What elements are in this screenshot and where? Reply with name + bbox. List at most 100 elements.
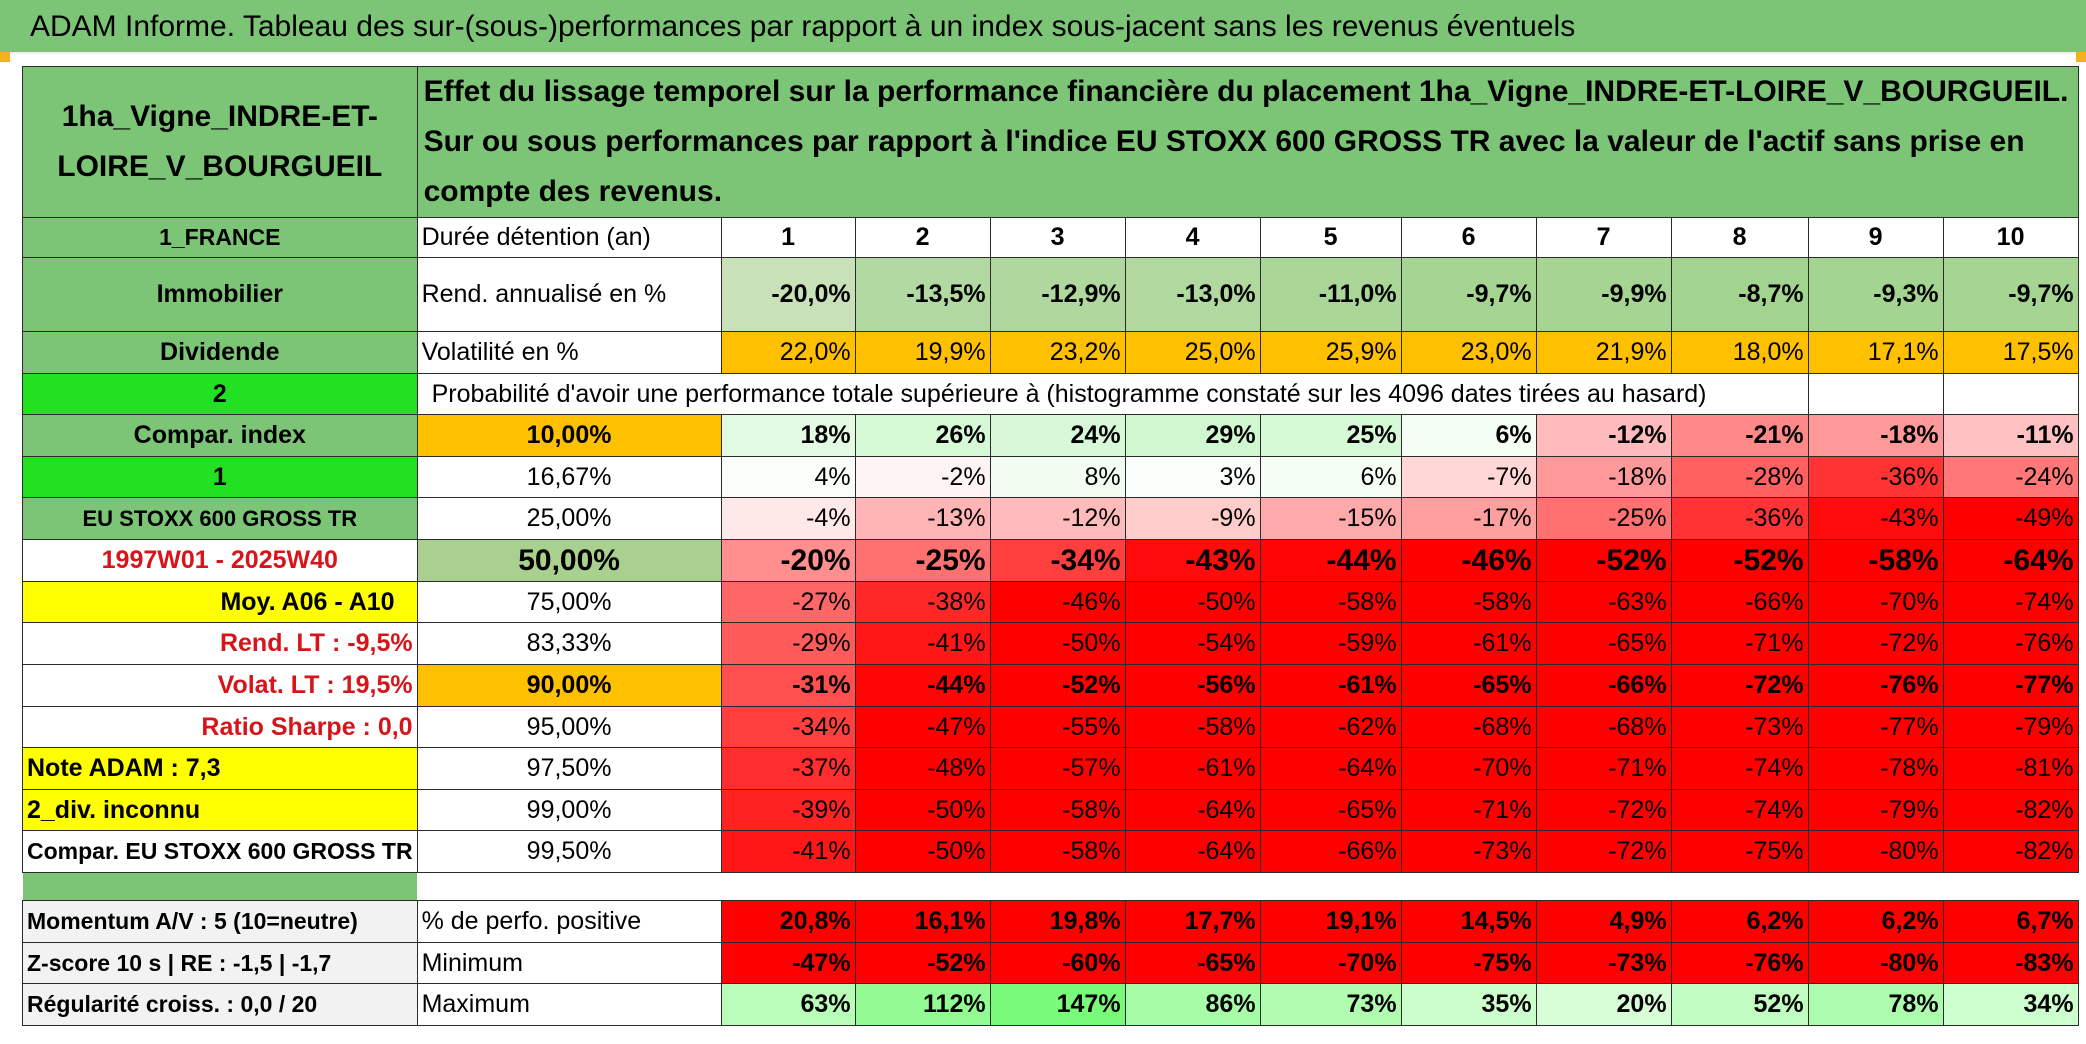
maximum-label: Maximum — [416, 983, 722, 1026]
quantile-pct: 99,00% — [416, 789, 722, 831]
minimum-cell: -52% — [854, 942, 991, 984]
year-header: 2 — [854, 217, 991, 258]
quantile-value: -55% — [989, 706, 1126, 748]
quantile-value: -66% — [1259, 830, 1402, 873]
dividend-label: Dividende — [22, 331, 418, 374]
quantile-value: -61% — [1259, 664, 1402, 707]
quantile-value: -73% — [1400, 830, 1537, 873]
quantile-value: 6% — [1400, 414, 1537, 457]
annual-return-cell: -12,9% — [989, 257, 1126, 332]
annual-return-cell: -20,0% — [720, 257, 856, 332]
quantile-value: -37% — [720, 747, 856, 790]
annual-return-cell: -9,3% — [1807, 257, 1944, 332]
year-header: 8 — [1670, 217, 1809, 258]
quantile-row: Volat. LT : 19,5% 90,00% -31% -44% -52% -56% -… — [22, 664, 2079, 707]
quantile-value: -48% — [854, 747, 991, 790]
quantile-value: -58% — [1259, 581, 1402, 623]
quantile-value: -64% — [1124, 830, 1261, 873]
quantile-value: -73% — [1670, 706, 1809, 748]
volatility-cell: 17,5% — [1942, 331, 2079, 374]
quantile-value: -68% — [1535, 706, 1672, 748]
quantile-value: -70% — [1807, 581, 1944, 623]
momentum-label: Momentum A/V : 5 (10=neutre) — [22, 900, 418, 943]
minimum-cell: -65% — [1124, 942, 1261, 984]
quantile-value: -24% — [1942, 456, 2079, 498]
quantile-value: -76% — [1942, 622, 2079, 665]
quantile-pct: 90,00% — [416, 664, 722, 707]
report-title: ADAM Informe. Tableau des sur-(sous-)per… — [30, 10, 1576, 43]
quantile-value: -74% — [1670, 789, 1809, 831]
sharpe-label: Ratio Sharpe : 0,0 — [22, 706, 418, 748]
quantile-value: -63% — [1535, 581, 1672, 623]
quantile-value: -61% — [1400, 622, 1537, 665]
quantile-value: -18% — [1807, 414, 1944, 457]
quantile-value: -58% — [1400, 581, 1537, 623]
year-header: 3 — [989, 217, 1126, 258]
probability-label: Probabilité d'avoir une performance tota… — [416, 373, 1809, 415]
div-label: 2_div. inconnu — [22, 789, 418, 831]
quantile-value: 8% — [989, 456, 1126, 498]
volatility-row: Dividende Volatilité en % 22,0% 19,9% 23,2… — [22, 331, 2079, 374]
quantile-pct: 99,50% — [416, 830, 722, 873]
quantile-row: Ratio Sharpe : 0,0 95,00% -34% -47% -55% -58%… — [22, 706, 2079, 748]
maximum-cell: 35% — [1400, 983, 1537, 1026]
quantile-value: -58% — [989, 789, 1126, 831]
zscore-label: Z-score 10 s | RE : -1,5 | -1,7 — [22, 942, 418, 984]
quantile-value: 24% — [989, 414, 1126, 457]
quantile-value: -72% — [1670, 664, 1809, 707]
quantile-value: -17% — [1400, 497, 1537, 540]
period-label: 1997W01 - 2025W40 — [22, 539, 418, 582]
quantile-value: -82% — [1942, 789, 2079, 831]
quantile-value: -18% — [1535, 456, 1672, 498]
year-header: 7 — [1535, 217, 1672, 258]
quantile-value: -59% — [1259, 622, 1402, 665]
quantile-value: -36% — [1807, 456, 1944, 498]
probability-row: 2 Probabilité d'avoir une performance to… — [22, 373, 2079, 415]
country-label: 1_FRANCE — [22, 217, 418, 258]
quantile-value: -27% — [720, 581, 856, 623]
quantile-value: -9% — [1124, 497, 1261, 540]
positive-cell: 19,1% — [1259, 900, 1402, 943]
quantile-value: -77% — [1807, 706, 1944, 748]
minimum-row: Z-score 10 s | RE : -1,5 | -1,7 Minimum … — [22, 942, 2079, 984]
quantile-value: -4% — [720, 497, 856, 540]
quantile-row: Note ADAM : 7,3 97,50% -37% -48% -57% -61% -64… — [22, 747, 2079, 790]
quantile-value: -72% — [1535, 789, 1672, 831]
quantile-value: -58% — [1124, 706, 1261, 748]
quantile-value: -21% — [1670, 414, 1809, 457]
minimum-cell: -70% — [1259, 942, 1402, 984]
positive-cell: 6,7% — [1942, 900, 2079, 943]
quantile-value: -61% — [1124, 747, 1261, 790]
quantile-value: -38% — [854, 581, 991, 623]
volatility-cell: 22,0% — [720, 331, 856, 374]
quantile-value: -43% — [1807, 497, 1944, 540]
quantile-value: -50% — [854, 789, 991, 831]
quantile-value: -28% — [1670, 456, 1809, 498]
positive-cell: 17,7% — [1124, 900, 1261, 943]
spacer-cell — [22, 872, 418, 901]
volatility-cell: 18,0% — [1670, 331, 1809, 374]
maximum-row: Régularité croiss. : 0,0 / 20 Maximum 63… — [22, 983, 2079, 1026]
maximum-cell: 112% — [854, 983, 991, 1026]
quantile-value: -39% — [720, 789, 856, 831]
quantile-row: 2_div. inconnu 99,00% -39% -50% -58% -64% -65%… — [22, 789, 2079, 831]
quantile-pct: 25,00% — [416, 497, 722, 540]
selector-one[interactable]: 1 — [22, 456, 418, 498]
performance-table: 1ha_Vigne_INDRE-ET-LOIRE_V_BOURGUEIL Eff… — [22, 66, 2079, 1026]
quantile-value: -25% — [854, 539, 991, 582]
annual-return-cell: -9,7% — [1942, 257, 2079, 332]
quantile-value: -64% — [1259, 747, 1402, 790]
quantile-value: -74% — [1942, 581, 2079, 623]
year-header: 5 — [1259, 217, 1402, 258]
quantile-value: -49% — [1942, 497, 2079, 540]
quantile-value: 25% — [1259, 414, 1402, 457]
quantile-value: -58% — [989, 830, 1126, 873]
maximum-cell: 86% — [1124, 983, 1261, 1026]
selector-two[interactable]: 2 — [22, 373, 418, 415]
annual-return-cell: -8,7% — [1670, 257, 1809, 332]
volatility-cell: 23,2% — [989, 331, 1126, 374]
quantile-value: -52% — [1670, 539, 1809, 582]
quantile-value: -20% — [720, 539, 856, 582]
quantile-value: -50% — [1124, 581, 1261, 623]
